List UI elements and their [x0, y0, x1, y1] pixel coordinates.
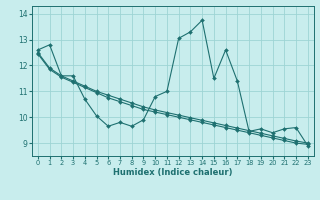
X-axis label: Humidex (Indice chaleur): Humidex (Indice chaleur) [113, 168, 233, 177]
